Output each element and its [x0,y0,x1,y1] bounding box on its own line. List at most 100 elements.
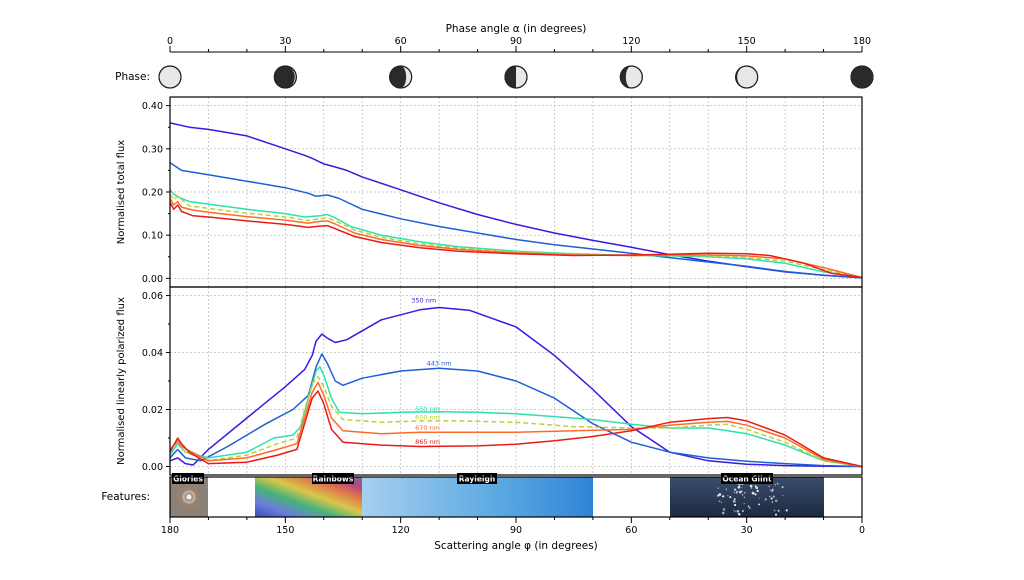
glint-sparkle [718,500,721,503]
glint-sparkle [754,493,757,496]
glint-sparkle [772,495,775,498]
moon-shadow [274,66,295,88]
total-flux-series [169,122,863,279]
top-axis: Phase angle α (in degrees) 0 30 60 90 120 150… [167,23,871,53]
bottom-tick-label: 60 [625,525,637,536]
glint-sparkle [718,493,722,496]
glint-sparkle [743,496,746,498]
glint-sparkle [736,509,740,513]
glint-sparkle [750,487,753,489]
top-tick-label: 30 [279,36,291,47]
bottom-tick-label: 0 [859,525,865,536]
glint-sparkle [733,491,735,493]
glint-sparkle [734,510,736,513]
glint-sparkle [725,488,728,491]
glint-sparkle [727,495,729,497]
glories-tag-text: Glories [173,475,203,484]
glint-sparkle [756,489,759,493]
glint-sparkle [738,490,742,494]
y-tick-label: 0.02 [142,405,163,416]
series-line-350nm [169,306,863,468]
rayleigh-tag [457,473,497,484]
series-line-550nm [169,189,863,279]
moon-shadow [389,66,407,88]
y-tick-label: 0.10 [142,231,163,242]
bottom-tick-label: 120 [392,525,410,536]
glint-sparkle [722,508,726,511]
glint-sparkle [774,499,778,503]
series-line-550nm [169,366,863,468]
bottom-axis-label: Scattering angle φ (in degrees) [434,540,598,552]
bottom-axis: 180 150 120 90 60 30 0 Scattering angle φ (in … [161,517,865,552]
glint-sparkle [721,502,723,504]
glory-center [186,494,192,500]
feature-rayleigh: Rayleigh [362,473,593,517]
total-flux-ylabel: Normalised total flux [116,140,127,245]
phase-row-label: Phase: [115,71,150,83]
moon-phase-icon [158,65,182,89]
glint-sparkle [769,489,772,491]
glint-sparkle [735,490,739,494]
y-tick-label: 0.06 [142,291,163,302]
total-flux-panel: 0.00 0.10 0.20 0.30 0.40 Normalised total fl… [116,96,863,288]
top-axis-ticks: 0 30 60 90 120 150 180 [167,36,871,52]
glint-sparkle [749,484,753,488]
bottom-tick-label: 180 [161,525,179,536]
moon-phase-icon [504,65,528,89]
glint-sparkle [748,506,751,509]
moon-phase-icon [273,65,297,89]
glint-sparkle [758,503,761,506]
ocean-glint-tag-text: Ocean Glint [722,475,772,484]
glint-sparkle [738,513,741,516]
wavelength-label-670: 670 nm [415,424,440,432]
glint-sparkle [764,498,767,501]
moon-outline [619,65,643,89]
moon-phase-icon [850,65,874,89]
y-tick-label: 0.20 [142,188,163,199]
glint-sparkle [722,495,725,498]
moon-phase-icon [619,65,643,89]
top-tick-label: 0 [167,36,173,47]
moon-shadow [505,66,516,88]
glint-sparkle [717,487,719,489]
feature-rainbows: Rainbows [255,473,362,517]
glint-sparkle [733,498,736,501]
polarized-flux-ylabel: Normalised linearly polarized flux [116,297,127,465]
glint-sparkles [717,480,788,516]
bottom-tick-label: 150 [276,525,294,536]
glint-sparkle [755,486,758,489]
series-line-865nm [169,202,863,279]
bottom-axis-ticks: 180 150 120 90 60 30 0 [161,517,865,536]
moon-outline [850,65,874,89]
moon-outline [273,65,297,89]
glint-sparkle [774,484,776,486]
glint-sparkle [721,511,725,515]
glint-sparkle [777,509,780,512]
total-flux-grid [170,97,862,287]
glint-sparkle [743,491,746,494]
glint-sparkle [733,509,735,511]
glint-sparkle [782,495,784,497]
glint-sparkle [773,509,776,512]
polarized-flux-y-ticks: 0.00 0.02 0.04 0.06 [142,291,170,473]
series-line-865nm [169,390,863,468]
glint-sparkle [774,513,778,516]
total-flux-y-ticks: 0.00 0.10 0.20 0.30 0.40 [142,101,170,285]
y-tick-label: 0.04 [142,348,163,359]
wavelength-label-865: 865 nm [415,438,440,446]
series-line-600nm [169,375,863,468]
glint-sparkle [781,485,784,489]
series-line-443nm [169,353,863,468]
top-axis-label: Phase angle α (in degrees) [446,23,587,35]
glint-sparkle [737,485,741,489]
rainbows-tag-text: Rainbows [313,475,354,484]
series-line-670nm [169,381,863,468]
glint-sparkle [770,490,774,493]
top-tick-label: 60 [395,36,407,47]
glint-sparkle [768,495,771,498]
moon-shadow [851,66,873,88]
glint-sparkle [729,496,732,499]
glint-sparkle [768,485,770,488]
polarized-flux-grid [170,287,862,475]
